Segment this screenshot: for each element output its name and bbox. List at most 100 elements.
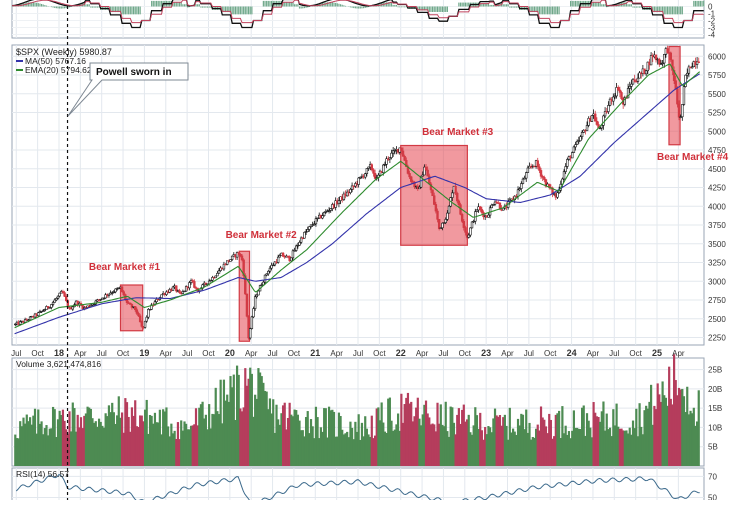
volume-bar [198, 407, 201, 466]
price-candle [56, 295, 60, 299]
volume-bar [674, 380, 677, 466]
volume-bar [472, 425, 475, 466]
volume-bar [631, 420, 635, 466]
volume-bar [93, 422, 96, 466]
volume-bar [622, 430, 625, 466]
ma50-line [14, 73, 700, 335]
price-candle [249, 328, 252, 339]
volume-bar [244, 368, 247, 466]
volume-bar [247, 378, 250, 466]
x-tick-label: Jul [609, 349, 619, 358]
volume-bar [452, 422, 456, 466]
volume-bar [467, 414, 470, 466]
volume-bar [239, 408, 242, 466]
volume-bar [447, 436, 451, 466]
price-candle [543, 177, 546, 180]
price-candle [53, 299, 56, 303]
volume-bar [461, 409, 464, 466]
volume-bar [27, 421, 30, 466]
price-candle [539, 170, 543, 177]
volume-bar [516, 418, 520, 466]
price-candle [120, 286, 124, 292]
price-tick-label: 4000 [708, 202, 726, 211]
volume-bar [508, 407, 511, 466]
x-tick-label: Oct [373, 349, 386, 358]
volume-bar [677, 387, 681, 466]
volume-bar [263, 390, 267, 466]
volume-bar [498, 415, 502, 466]
volume-bar [464, 421, 467, 466]
volume-bar [520, 413, 523, 466]
volume-bar [150, 415, 153, 466]
x-tick-label: Jul [267, 349, 277, 358]
price-candle [316, 217, 319, 220]
volume-bar [475, 415, 479, 466]
volume-bar [258, 372, 262, 466]
volume-bar [327, 406, 331, 466]
price-legend-title: $SPX (Weekly) 5980.87 [16, 47, 112, 57]
volume-bar [569, 438, 572, 466]
volume-bar [191, 425, 194, 466]
volume-bar [681, 388, 684, 466]
volume-bar [22, 417, 25, 466]
macd-tick-label: -3 [708, 24, 716, 33]
price-candle [55, 298, 58, 301]
volume-bar [600, 411, 603, 466]
volume-bar [176, 422, 180, 466]
price-candle [253, 296, 257, 309]
volume-bar [562, 433, 566, 466]
price-candle [240, 255, 244, 261]
volume-bar [252, 416, 255, 466]
price-candle [602, 115, 605, 126]
volume-bar [403, 404, 406, 466]
price-tick-label: 5750 [708, 71, 726, 80]
volume-bar [684, 412, 687, 466]
rsi-tick-label: 70 [708, 472, 717, 481]
price-candle [419, 175, 423, 188]
volume-bar [199, 404, 203, 466]
volume-bar [47, 435, 50, 466]
price-candle [308, 226, 311, 230]
price-candle [42, 310, 45, 312]
volume-bar [691, 413, 694, 466]
volume-bar [137, 427, 140, 466]
volume-bar [221, 423, 224, 466]
volume-bar [89, 408, 92, 466]
price-candle [255, 294, 258, 298]
volume-bar [28, 417, 32, 466]
volume-bar [81, 428, 84, 466]
volume-bar [373, 435, 377, 466]
price-candle [400, 147, 403, 152]
volume-bar [367, 434, 370, 466]
price-candle [470, 221, 474, 229]
price-tick-label: 4250 [708, 184, 726, 193]
price-candle [598, 127, 602, 130]
price-candle [349, 189, 352, 194]
price-candle [43, 309, 47, 311]
volume-bar [645, 405, 648, 466]
volume-bar [490, 432, 493, 466]
price-candle [125, 299, 129, 303]
price-candle [345, 191, 349, 197]
price-candle [403, 155, 406, 161]
price-candle [681, 104, 684, 118]
volume-bar [217, 414, 221, 466]
price-candle [50, 304, 53, 308]
volume-bar [212, 414, 216, 466]
volume-bar [641, 434, 644, 466]
volume-bar [451, 407, 454, 466]
price-candle [92, 303, 96, 306]
volume-bar [288, 402, 291, 466]
macd-signal-line [11, 0, 704, 24]
powell-callout-label: Powell sworn in [96, 67, 172, 78]
volume-bar [112, 412, 115, 466]
volume-bar [418, 418, 421, 466]
volume-bar [170, 423, 173, 466]
volume-bar [605, 413, 608, 466]
volume-bar [633, 428, 636, 466]
volume-bar [617, 426, 620, 466]
volume-bar [162, 409, 165, 466]
price-candle [291, 250, 295, 259]
volume-bar [694, 425, 697, 466]
volume-bar [556, 413, 559, 466]
